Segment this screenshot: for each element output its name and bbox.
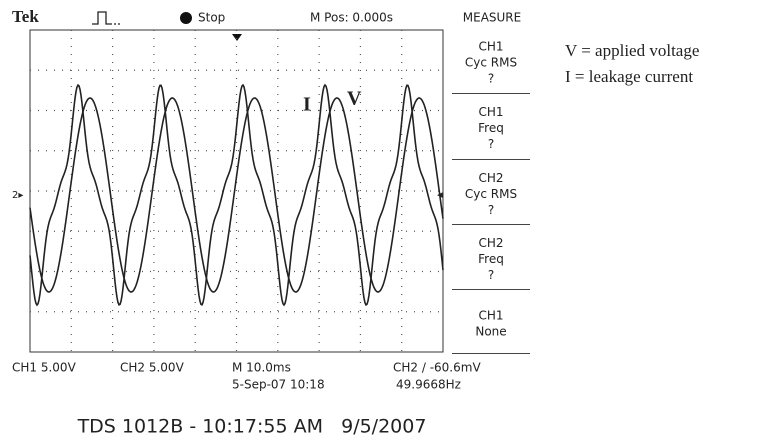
menu-item-text: ? xyxy=(488,137,494,151)
trigger-level-marker: ◂ xyxy=(437,188,443,201)
stop-dot xyxy=(180,12,192,24)
ch2-scale: CH2 5.00V xyxy=(120,361,185,375)
legend-entry: V = applied voltage xyxy=(565,41,699,60)
menu-item-text: None xyxy=(475,325,506,339)
ch2-marker: 2▸ xyxy=(12,190,23,201)
menu-item-text: Freq xyxy=(478,252,504,266)
menu-item-text: ? xyxy=(488,268,494,282)
menu-item-text: ? xyxy=(488,203,494,217)
footer: TDS 1012B - 10:17:55 AM 9/5/2007 xyxy=(77,416,427,438)
timebase: M 10.0ms xyxy=(232,361,291,375)
menu-item-text: ? xyxy=(488,72,494,86)
menu-item-text: CH2 xyxy=(478,171,503,185)
menu-item-text: Freq xyxy=(478,121,504,135)
menu-item-text: CH2 xyxy=(478,236,503,250)
menu-title: MEASURE xyxy=(463,11,521,25)
trace-label: V xyxy=(347,88,362,110)
frequency: 49.9668Hz xyxy=(396,378,461,392)
menu-item-text: CH1 xyxy=(478,40,503,54)
screenshot: Tek Stop M Pos: 0.000s MEASURE 2▸ ◂ I V … xyxy=(0,0,757,441)
legend-entry: I = leakage current xyxy=(565,67,693,86)
trigger: CH2 / -60.6mV xyxy=(393,361,481,375)
ch1-scale: CH1 5.00V xyxy=(12,361,77,375)
menu-item-text: Cyc RMS xyxy=(465,56,517,70)
brand: Tek xyxy=(12,7,39,26)
menu-item-text: CH1 xyxy=(478,309,503,323)
menu-item-text: CH1 xyxy=(478,105,503,119)
date: 5-Sep-07 10:18 xyxy=(232,378,325,392)
status: Stop xyxy=(198,11,225,25)
position: M Pos: 0.000s xyxy=(310,11,393,25)
menu-item-text: Cyc RMS xyxy=(465,187,517,201)
trace-label: I xyxy=(303,94,311,116)
